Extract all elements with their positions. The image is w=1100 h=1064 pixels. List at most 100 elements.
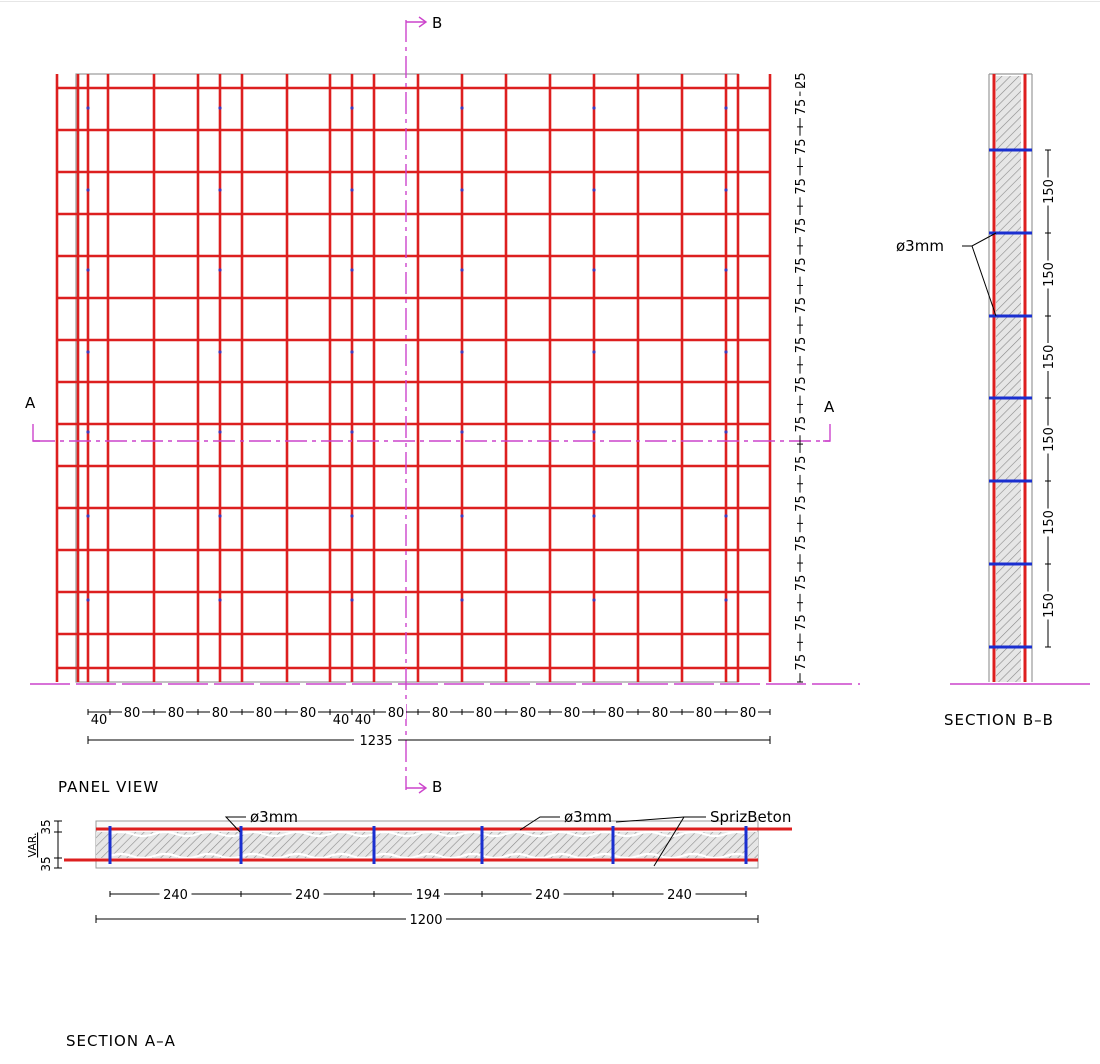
section-bb-dimension-label-1: 150 — [1042, 179, 1057, 204]
vertical-dimension-label-5: 75 — [794, 218, 809, 235]
connector-dot-3-1 — [350, 106, 354, 110]
connector-dot-3-6 — [350, 514, 354, 518]
section-aa-thickness-top: 35 — [39, 819, 53, 834]
section-line-a — [32, 424, 831, 442]
horizontal-dimension-mask-12 — [518, 703, 538, 719]
horizontal-dimension-mask-2 — [122, 703, 142, 719]
section-aa-bar-label-left: ø3mm — [250, 808, 298, 826]
overall-dimension-label: 1235 — [359, 734, 392, 749]
section-aa-dimension-label-1: 240 — [163, 888, 188, 903]
connector-dot-6-4 — [724, 350, 728, 354]
horizontal-dimension-label-10: 80 — [432, 706, 449, 721]
connector-dot-4-1 — [460, 106, 464, 110]
section-aa-dimension-mask-4 — [531, 885, 564, 901]
vertical-dimension-mask-14 — [793, 571, 807, 594]
section-bb-core — [996, 76, 1021, 682]
section-bb-dimension-label-2: 150 — [1042, 262, 1057, 287]
horizontal-dimension-mask-5 — [254, 703, 274, 719]
section-line-b — [405, 16, 428, 794]
connector-dot-4-3 — [460, 268, 464, 272]
section-aa-dimension-label-5: 240 — [667, 888, 692, 903]
connector-dot-6-6 — [724, 514, 728, 518]
connector-dot-4-6 — [460, 514, 464, 518]
horizontal-dimension-mask-13 — [562, 703, 582, 719]
vertical-dimension-mask-13 — [793, 532, 807, 555]
horizontal-dimension-mask-9 — [386, 703, 406, 719]
vertical-dimension-label-2: 75 — [794, 99, 809, 116]
section-bb-leaders — [962, 232, 997, 317]
section-aa-dimension-label-4: 240 — [535, 888, 560, 903]
vertical-dimension-label-6: 75 — [794, 257, 809, 274]
section-bb-bar-label: ø3mm — [896, 237, 944, 255]
vertical-dimension-label-8: 75 — [794, 337, 809, 354]
section-aa-core-label: VAR. — [26, 832, 39, 857]
horizontal-dimension-mask-10 — [430, 703, 450, 719]
horizontal-dimension-label-5: 80 — [256, 706, 273, 721]
horizontal-dimension-label-8: 40 — [355, 713, 372, 728]
connector-dot-1-1 — [86, 106, 90, 110]
connector-dot-5-3 — [592, 268, 596, 272]
connector-dots — [86, 106, 728, 602]
section-mark-a-right: A — [824, 398, 835, 416]
connector-dot-2-5 — [218, 430, 222, 434]
connector-dot-5-2 — [592, 188, 596, 192]
panel-view-caption: PANEL VIEW — [58, 778, 159, 796]
horizontal-dimension-label-3: 80 — [168, 706, 185, 721]
horizontal-dimension-mask-14 — [606, 703, 626, 719]
connector-dot-1-7 — [86, 598, 90, 602]
horizontal-dimension-label-16: 80 — [696, 706, 713, 721]
section-bb-dimension-chain: 150 150 150 150 150 150 — [1040, 149, 1057, 648]
section-aa-caption: SECTION A–A — [66, 1032, 176, 1050]
connector-dot-2-2 — [218, 188, 222, 192]
section-bb-dimension-label-3: 150 — [1042, 345, 1057, 370]
vertical-dimension-label-16: 75 — [794, 654, 809, 671]
section-aa-dimension-chain: 240 240 194 240 240 — [109, 885, 747, 903]
horizontal-dimension-label-9: 80 — [388, 706, 405, 721]
horizontal-dimension-mask-4 — [210, 703, 230, 719]
section-aa-core-wave-top — [109, 830, 749, 838]
section-aa: ø3mm ø3mm SprizBeton 35 35 VAR. 240 240 19… — [26, 808, 792, 1050]
section-aa-dimension-mask-3 — [412, 885, 444, 901]
overall-dimension-mask — [354, 732, 398, 748]
horizontal-dimension-mask-11 — [474, 703, 494, 719]
section-bb-dimension-label-4: 150 — [1042, 427, 1057, 452]
connector-dot-1-2 — [86, 188, 90, 192]
connector-dot-4-4 — [460, 350, 464, 354]
horizontal-dimension-label-15: 80 — [652, 706, 669, 721]
connector-dot-2-3 — [218, 268, 222, 272]
steel-mesh — [55, 74, 772, 682]
section-aa-dimension-mask-5 — [663, 885, 696, 901]
connector-dot-6-2 — [724, 188, 728, 192]
vertical-dimension-mask-3 — [793, 135, 807, 158]
horizontal-dimension-label-4: 80 — [212, 706, 229, 721]
horizontal-dimension-chain: 40 80 80 80 80 80 40 40 80 80 80 80 80 80 80 80 80 — [87, 703, 771, 728]
vertical-dimension-mask-10 — [793, 413, 807, 436]
section-bb-dimension-label-5: 150 — [1042, 510, 1057, 535]
vertical-dimension-label-10: 75 — [794, 416, 809, 433]
horizontal-dimension-label-12: 80 — [520, 706, 537, 721]
vertical-dimension-label-7: 75 — [794, 297, 809, 314]
section-aa-dimension-label-3: 194 — [416, 888, 441, 903]
connector-dot-4-2 — [460, 188, 464, 192]
connector-dot-5-1 — [592, 106, 596, 110]
connector-dot-3-2 — [350, 188, 354, 192]
connector-dot-6-7 — [724, 598, 728, 602]
section-bb-caption: SECTION B–B — [944, 711, 1054, 729]
vertical-dimension-mask-16 — [793, 651, 807, 674]
vertical-dimension-mask-11 — [793, 452, 807, 475]
section-aa-thickness-bottom: 35 — [39, 856, 53, 871]
connector-dot-6-1 — [724, 106, 728, 110]
vertical-dimension-label-13: 75 — [794, 535, 809, 552]
horizontal-dimension-label-6: 80 — [300, 706, 317, 721]
connector-dot-5-6 — [592, 514, 596, 518]
connector-dot-5-5 — [592, 430, 596, 434]
horizontal-dimension-label-14: 80 — [608, 706, 625, 721]
vertical-dimension-mask-5 — [793, 215, 807, 237]
connector-dot-5-4 — [592, 350, 596, 354]
connector-dot-2-7 — [218, 598, 222, 602]
connector-dot-2-1 — [218, 106, 222, 110]
connector-dot-3-5 — [350, 430, 354, 434]
connector-dot-1-3 — [86, 268, 90, 272]
connector-dot-5-7 — [592, 598, 596, 602]
